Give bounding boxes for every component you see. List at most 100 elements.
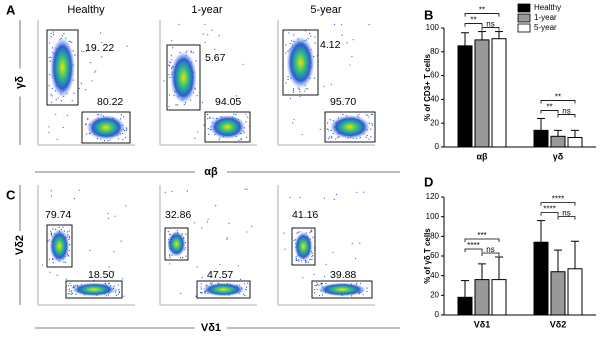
event-dot: [292, 88, 295, 90]
gate: [311, 280, 373, 299]
event-dot: [113, 251, 115, 253]
x-axis-label: αβ: [204, 166, 218, 178]
event-dot: [118, 289, 120, 291]
event-dot: [199, 291, 202, 294]
significance-bracket: [464, 238, 500, 242]
gate: [204, 111, 251, 143]
event-dot: [238, 139, 240, 141]
event-dot: [48, 239, 51, 241]
event-dot: [175, 104, 177, 106]
event-dot: [56, 274, 58, 276]
gate-percentage: 95.70: [330, 96, 356, 108]
event-dot: [67, 284, 69, 287]
event-dot: [93, 71, 96, 73]
event-dot: [207, 128, 209, 130]
event-dot: [114, 291, 117, 293]
event-dot: [233, 113, 235, 115]
event-dot: [167, 64, 170, 66]
event-dot: [311, 252, 313, 254]
event-dot: [204, 41, 206, 43]
panel-label: D: [424, 174, 433, 189]
legend-swatch: [517, 13, 531, 23]
y-tick-label: 0: [435, 142, 440, 151]
panel-label: A: [6, 2, 16, 17]
legend-swatch: [517, 23, 531, 33]
axis-label-bg: [195, 165, 227, 179]
event-dot: [52, 228, 54, 230]
event-dot: [67, 293, 69, 295]
event-dot: [204, 23, 206, 26]
event-dot: [363, 191, 365, 193]
significance-label: ****: [543, 205, 555, 214]
event-dot: [312, 254, 314, 257]
event-dot: [68, 293, 70, 295]
event-dot: [226, 237, 229, 239]
event-dot: [203, 124, 205, 126]
event-dot: [87, 119, 89, 121]
event-dot: [107, 217, 110, 219]
event-dot: [51, 233, 53, 235]
population: [167, 231, 186, 257]
event-dot: [298, 88, 301, 91]
event-dot: [324, 275, 326, 278]
event-dot: [56, 138, 58, 140]
event-dot: [228, 222, 230, 224]
event-dot: [359, 282, 362, 285]
event-dot: [212, 117, 214, 119]
event-dot: [326, 128, 328, 130]
significance-label: ns: [562, 107, 570, 116]
y-tick-label: 80: [430, 47, 439, 56]
event-dot: [326, 122, 329, 124]
y-tick-label: 60: [430, 251, 439, 260]
gate-percentage: 41.16: [292, 209, 318, 221]
event-dot: [125, 127, 127, 129]
event-dot: [200, 286, 202, 288]
event-dot: [63, 33, 65, 35]
event-dot: [333, 198, 335, 201]
gate: [324, 111, 376, 143]
event-dot: [246, 286, 248, 288]
event-dot: [69, 282, 71, 285]
event-dot: [50, 32, 52, 35]
event-dot: [246, 231, 248, 233]
event-dot: [80, 82, 83, 84]
event-dot: [247, 282, 249, 284]
population: [209, 115, 246, 139]
event-dot: [235, 95, 238, 97]
event-dot: [311, 231, 313, 233]
event-dot: [97, 114, 100, 116]
event-dot: [307, 88, 309, 90]
event-dot: [116, 294, 118, 297]
significance-label: ****: [552, 195, 564, 204]
event-dot: [335, 194, 338, 196]
event-dot: [185, 233, 187, 235]
bar: [550, 135, 566, 148]
gate-percentage: 5.67: [205, 52, 226, 64]
gate: [282, 29, 319, 96]
event-dot: [299, 196, 301, 199]
event-dot: [352, 39, 354, 41]
event-dot: [304, 90, 306, 92]
event-dot: [366, 287, 368, 289]
event-dot: [305, 88, 307, 90]
event-dot: [170, 55, 172, 57]
event-dot: [242, 293, 245, 295]
y-axis-label: % of γδ T cells: [423, 228, 432, 284]
event-dot: [313, 288, 315, 291]
event-dot: [192, 52, 194, 54]
event-dot: [329, 136, 331, 138]
event-dot: [313, 77, 316, 79]
event-dot: [117, 293, 120, 295]
event-dot: [95, 70, 97, 72]
event-dot: [100, 114, 102, 116]
event-dot: [356, 191, 358, 193]
event-dot: [126, 128, 128, 130]
event-dot: [52, 31, 55, 33]
event-dot: [57, 97, 59, 99]
event-dot: [123, 116, 125, 118]
event-dot: [293, 34, 295, 36]
event-dot: [320, 283, 322, 285]
event-dot: [70, 290, 73, 292]
event-dot: [309, 259, 311, 261]
event-dot: [168, 255, 170, 257]
